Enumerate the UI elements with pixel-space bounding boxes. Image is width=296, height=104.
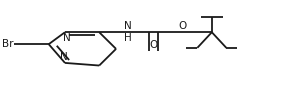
Text: Br: Br (1, 39, 13, 49)
Text: N: N (124, 21, 132, 31)
Text: N: N (60, 52, 67, 62)
Text: O: O (150, 40, 158, 50)
Text: O: O (178, 21, 186, 31)
Text: H: H (124, 33, 132, 43)
Text: N: N (62, 33, 70, 43)
